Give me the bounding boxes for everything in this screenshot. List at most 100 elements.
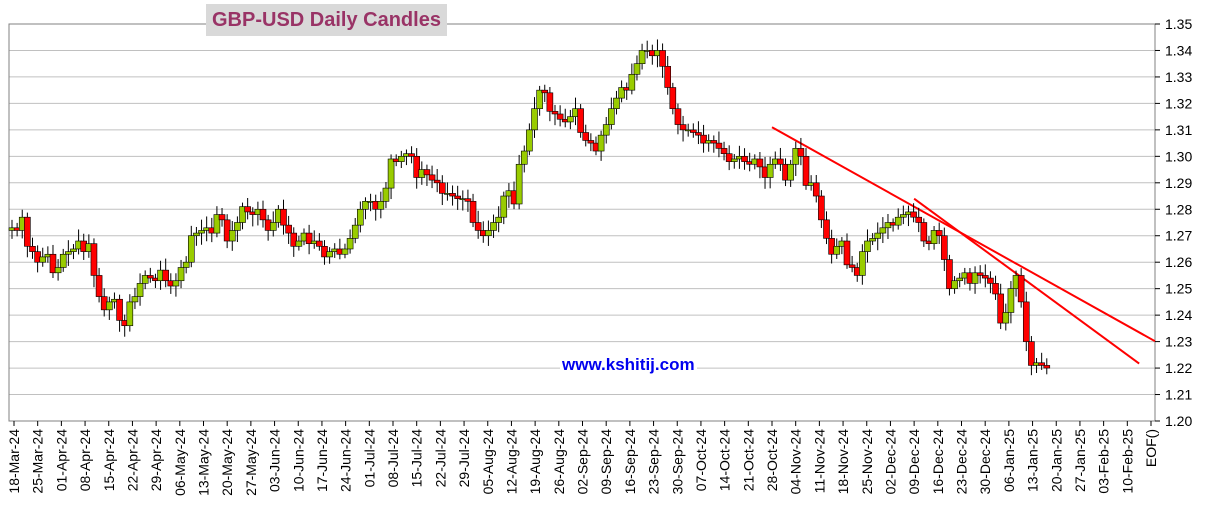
candle (357, 201, 364, 233)
candle (1017, 268, 1025, 308)
candle (131, 287, 139, 310)
candle (116, 294, 123, 332)
candle-body (715, 142, 723, 149)
candle (1043, 358, 1051, 375)
candle-body (131, 296, 139, 303)
candle (577, 104, 584, 138)
candle-body (833, 246, 841, 255)
candle-body (730, 158, 738, 162)
candle-body (269, 222, 277, 231)
candle-body (428, 174, 436, 181)
x-tick-label: 21-Oct-24 (740, 429, 756, 491)
candle (29, 237, 36, 259)
candle-body (976, 272, 984, 276)
candle (316, 233, 323, 251)
candle (362, 197, 369, 220)
x-tick-label: 03-Feb-25 (1096, 429, 1112, 494)
candle (546, 86, 554, 122)
candle (526, 123, 533, 156)
candle (54, 259, 62, 281)
candle (141, 270, 149, 290)
x-tick-label: 15-Apr-24 (101, 429, 117, 491)
candle (935, 222, 943, 244)
candle-body (24, 216, 31, 247)
candle-body (987, 277, 994, 284)
candle (997, 283, 1004, 330)
candle-body (951, 280, 958, 289)
candle (326, 247, 333, 264)
candle (454, 185, 461, 210)
candle-body (567, 116, 574, 123)
candle-body (464, 198, 472, 202)
candle (1022, 291, 1030, 352)
x-tick-label: 22-Jul-24 (432, 429, 448, 488)
candle-body (177, 267, 185, 282)
y-tick-label: 1.33 (1165, 69, 1192, 85)
y-tick-label: 1.22 (1165, 360, 1192, 376)
candle (177, 259, 185, 289)
candle-body (305, 232, 313, 244)
candle-body (608, 108, 615, 125)
candle (520, 145, 528, 173)
candle-body (526, 129, 533, 152)
y-tick-label: 1.26 (1165, 254, 1192, 270)
candle (613, 90, 620, 115)
candle (234, 216, 241, 243)
x-tick-label: 20-Jan-25 (1048, 429, 1064, 492)
x-tick-label: 16-Dec-24 (930, 429, 946, 495)
candle (136, 273, 144, 306)
candle-body (280, 208, 287, 226)
candle (70, 244, 77, 260)
candle-body (777, 158, 784, 165)
candle (930, 226, 938, 250)
candle (567, 109, 574, 130)
candle (879, 217, 887, 244)
candle (859, 244, 866, 285)
candle-body (910, 211, 917, 218)
candle (720, 141, 728, 161)
candle (618, 80, 625, 103)
candle (531, 97, 538, 138)
candle-body (956, 277, 963, 282)
x-tick-label: 29-Apr-24 (148, 429, 164, 491)
watermark-link[interactable]: www.kshitij.com (560, 355, 697, 375)
candle (982, 264, 989, 288)
y-tick-label: 1.34 (1165, 42, 1192, 58)
candle (269, 211, 277, 237)
y-tick-label: 1.30 (1165, 148, 1192, 164)
candle (244, 197, 251, 220)
candle (710, 135, 718, 153)
candle (602, 116, 610, 144)
candle (280, 199, 287, 235)
candle-body (70, 248, 77, 252)
candle-body (1017, 275, 1025, 303)
candle-body (766, 163, 774, 178)
candle (490, 214, 497, 238)
candle-body (346, 238, 354, 250)
candle-body (935, 230, 943, 237)
candle-body (1022, 301, 1030, 342)
x-tick-label: 13-May-24 (196, 429, 212, 496)
trendline (913, 197, 1140, 365)
candle-body (1038, 362, 1045, 366)
candle-body (879, 227, 887, 234)
candle-body (520, 150, 528, 165)
candle-body (90, 243, 98, 276)
candle (65, 240, 72, 266)
candle-body (357, 208, 364, 226)
candle (239, 202, 246, 230)
x-tick-label: 23-Dec-24 (954, 429, 970, 495)
candle (495, 206, 502, 233)
candle (485, 220, 492, 246)
candle (24, 212, 31, 258)
candle-body (597, 134, 605, 152)
candle-body (874, 232, 882, 239)
candle-body (290, 232, 298, 247)
candle (756, 152, 764, 179)
candle-body (633, 63, 641, 75)
x-tick-label: 14-Oct-24 (717, 429, 733, 491)
candle-body (172, 280, 180, 287)
y-tick-label: 1.24 (1165, 307, 1192, 323)
x-tick-label: 12-Aug-24 (503, 429, 519, 495)
candle-body (285, 224, 292, 234)
